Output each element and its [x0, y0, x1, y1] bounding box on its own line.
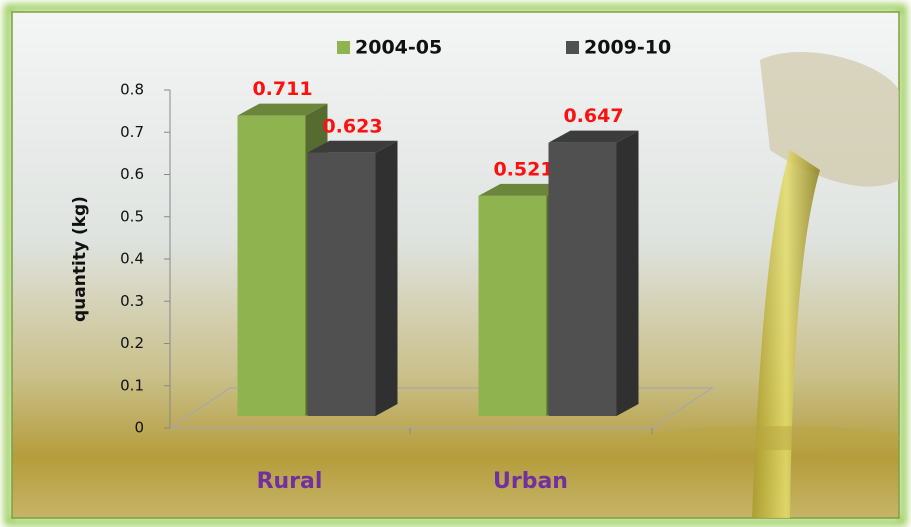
- decor-ripple: [640, 426, 900, 450]
- bar-top: [548, 130, 639, 143]
- bar-top: [478, 183, 569, 196]
- bar-front: [548, 142, 617, 416]
- bar: [548, 130, 639, 416]
- legend-label: 2004-05: [355, 37, 442, 59]
- legend-swatch: [566, 41, 579, 54]
- frame-glow: [4, 4, 907, 526]
- y-tick-label: 0.1: [120, 376, 144, 394]
- y-tick-label: 0: [134, 419, 144, 437]
- y-tick-label: 0.5: [120, 207, 144, 225]
- x-tick-label: Rural: [257, 469, 323, 494]
- bar: [307, 140, 398, 416]
- y-axis-label: quantity (kg): [70, 196, 90, 322]
- bar-front: [307, 152, 376, 416]
- bar-side: [616, 130, 639, 416]
- value-label: 0.521: [493, 158, 553, 180]
- x-tick-label: Urban: [493, 469, 568, 494]
- value-label: 0.623: [322, 115, 382, 137]
- decor-bottle: [760, 51, 899, 187]
- bar-front: [478, 195, 547, 416]
- y-tick-label: 0.2: [120, 334, 144, 352]
- y-tick-label: 0.3: [120, 292, 144, 310]
- y-tick-label: 0.7: [120, 123, 144, 141]
- y-tick-label: 0.8: [120, 81, 144, 99]
- value-label: 0.647: [563, 105, 623, 127]
- value-label: 0.711: [252, 78, 312, 100]
- floor: [168, 387, 714, 429]
- bar-front: [237, 115, 306, 416]
- y-tick-label: 0.4: [120, 250, 144, 268]
- legend-label: 2009-10: [584, 37, 671, 59]
- y-tick-label: 0.6: [120, 165, 144, 183]
- bar-top: [307, 140, 398, 153]
- bar-side: [375, 140, 398, 416]
- legend-swatch: [337, 41, 350, 54]
- decor-oil-stream: [752, 150, 820, 518]
- bar-top: [237, 103, 328, 116]
